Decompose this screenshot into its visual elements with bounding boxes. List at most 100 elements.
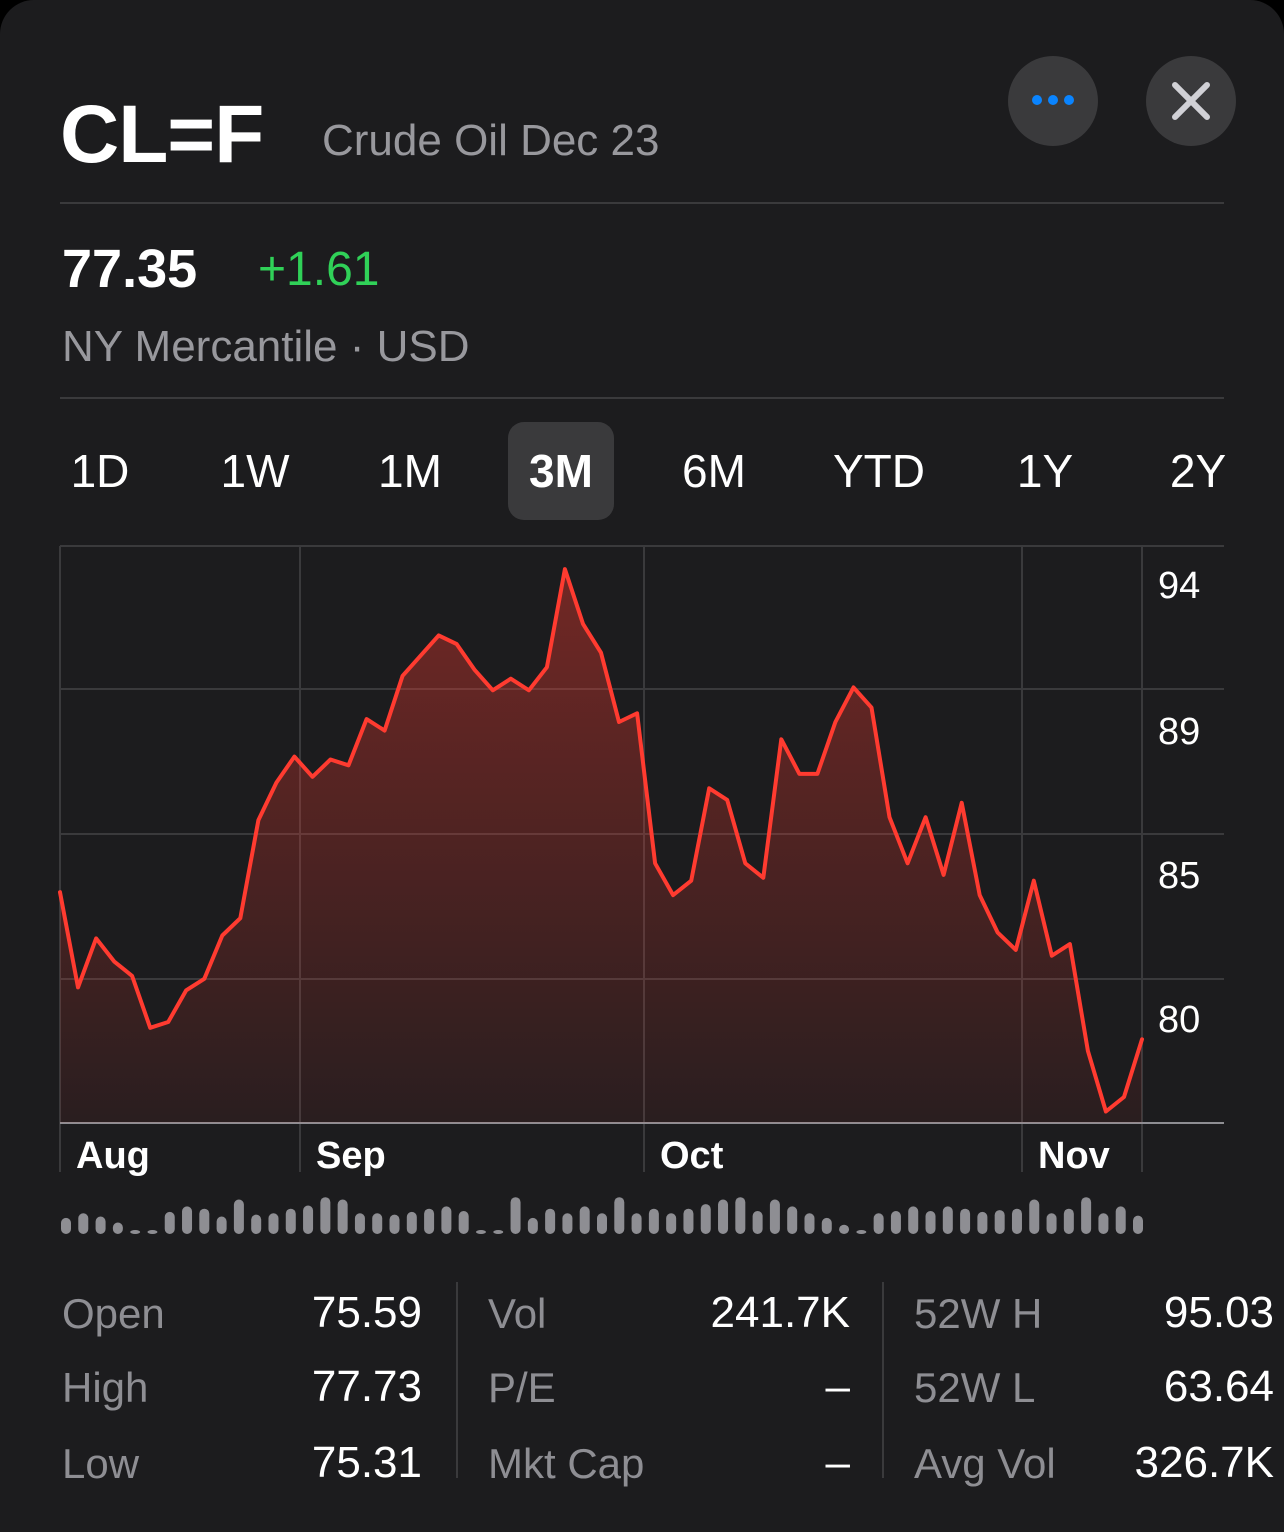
volume-bar	[372, 1213, 383, 1234]
volume-bar	[112, 1222, 123, 1234]
y-tick-label: 85	[1158, 855, 1200, 897]
volume-bar	[354, 1213, 365, 1234]
volume-bar	[458, 1211, 469, 1234]
stat-value-52w-high: 95.03	[1163, 1288, 1274, 1337]
price-area-fill	[60, 569, 1142, 1123]
volume-bar	[510, 1197, 521, 1234]
stat-label-mkt-cap: Mkt Cap	[488, 1440, 645, 1487]
volume-bar	[614, 1197, 625, 1234]
volume-bar	[1011, 1208, 1022, 1234]
volume-bar	[735, 1197, 746, 1234]
header-divider	[60, 202, 1224, 204]
stat-label-high: High	[62, 1364, 149, 1411]
tab-2y[interactable]: 2Y	[1169, 445, 1227, 497]
ticker-symbol: CL=F	[60, 89, 264, 180]
volume-bar	[337, 1199, 348, 1234]
tab-3m[interactable]: 3M	[508, 422, 614, 520]
close-button[interactable]	[1146, 56, 1236, 146]
volume-bar	[752, 1211, 763, 1234]
volume-bar	[597, 1213, 607, 1234]
volume-bar	[648, 1208, 659, 1234]
volume-bar	[769, 1199, 780, 1234]
stat-label-pe: P/E	[488, 1364, 556, 1411]
tab-1d[interactable]: 1D	[70, 445, 130, 497]
volume-bar	[147, 1230, 158, 1234]
volume-bar	[95, 1216, 106, 1234]
stat-value-pe: –	[825, 1362, 850, 1411]
stat-label-open: Open	[62, 1290, 165, 1337]
volume-bar	[873, 1213, 884, 1234]
x-axis-label: Aug	[76, 1135, 150, 1177]
x-axis-label: Oct	[660, 1135, 724, 1177]
stat-label-low: Low	[62, 1440, 140, 1487]
volume-bar	[199, 1208, 210, 1234]
volume-bar	[182, 1206, 193, 1234]
volume-bar	[579, 1206, 590, 1234]
tab-1m[interactable]: 1M	[378, 445, 442, 497]
stat-value-high: 77.73	[311, 1362, 422, 1411]
volume-bar	[1115, 1206, 1126, 1234]
volume-bar	[700, 1204, 711, 1234]
volume-bar	[804, 1213, 815, 1234]
y-tick-label: 89	[1158, 711, 1200, 753]
volume-bar	[1046, 1213, 1057, 1234]
volume-bar	[839, 1224, 850, 1234]
tab-1w[interactable]: 1W	[220, 445, 290, 497]
volume-bar	[1098, 1213, 1109, 1234]
column-divider	[456, 1282, 458, 1478]
volume-bar	[285, 1208, 296, 1234]
volume-bar	[424, 1208, 435, 1234]
volume-bar	[268, 1213, 279, 1234]
current-price: 77.35	[62, 239, 198, 299]
stat-label-52w-high: 52W H	[914, 1290, 1043, 1337]
price-chart[interactable]: 94 89 85 80 Aug Sep Oct Nov	[0, 540, 1284, 1252]
x-axis-label: Sep	[316, 1135, 386, 1177]
stat-value-avg-vol: 326.7K	[1134, 1438, 1274, 1487]
stat-value-low: 75.31	[311, 1438, 422, 1487]
volume-bar	[718, 1199, 729, 1234]
stat-value-mkt-cap: –	[825, 1438, 850, 1487]
x-axis-label: Nov	[1038, 1135, 1110, 1177]
volume-bar	[527, 1217, 538, 1234]
volume-bar	[994, 1210, 1005, 1234]
volume-bar	[787, 1206, 798, 1234]
volume-bar	[320, 1197, 331, 1234]
stat-value-vol: 241.7K	[710, 1288, 850, 1337]
volume-bar	[216, 1216, 227, 1234]
stat-value-open: 75.59	[311, 1288, 422, 1337]
y-tick-label: 80	[1158, 999, 1200, 1041]
stat-label-avg-vol: Avg Vol	[914, 1440, 1056, 1487]
volume-bar	[631, 1213, 642, 1234]
tab-6m[interactable]: 6M	[682, 445, 746, 497]
volume-bar	[233, 1199, 244, 1234]
tab-ytd[interactable]: YTD	[833, 445, 925, 497]
volume-bar	[925, 1211, 936, 1234]
quote-divider	[60, 397, 1224, 399]
volume-bar	[1063, 1208, 1074, 1234]
stat-value-52w-low: 63.64	[1163, 1362, 1274, 1411]
exchange-currency: NY Mercantile · USD	[62, 322, 470, 371]
volume-bar	[441, 1206, 452, 1234]
volume-bar	[821, 1217, 832, 1234]
range-selector: 1D 1W 1M 3M 6M YTD 1Y 2Y	[0, 422, 1284, 520]
more-button[interactable]	[1008, 56, 1098, 146]
volume-bar	[683, 1208, 694, 1234]
volume-bar	[389, 1214, 400, 1234]
ellipsis-icon	[1029, 92, 1077, 110]
stat-label-vol: Vol	[488, 1290, 547, 1337]
y-tick-label: 94	[1158, 565, 1200, 607]
volume-bar	[303, 1205, 314, 1234]
volume-bar	[1081, 1197, 1092, 1234]
stat-label-52w-low: 52W L	[914, 1364, 1036, 1411]
column-divider	[882, 1282, 884, 1478]
tab-1y[interactable]: 1Y	[1016, 445, 1074, 497]
price-change: +1.61	[258, 243, 380, 296]
volume-bar	[61, 1217, 71, 1234]
volume-bar	[908, 1206, 919, 1234]
price-line	[58, 567, 1144, 1114]
volume-bar	[856, 1230, 867, 1234]
volume-bar	[1029, 1199, 1040, 1234]
close-icon	[1172, 82, 1210, 120]
volume-bar	[406, 1211, 417, 1234]
